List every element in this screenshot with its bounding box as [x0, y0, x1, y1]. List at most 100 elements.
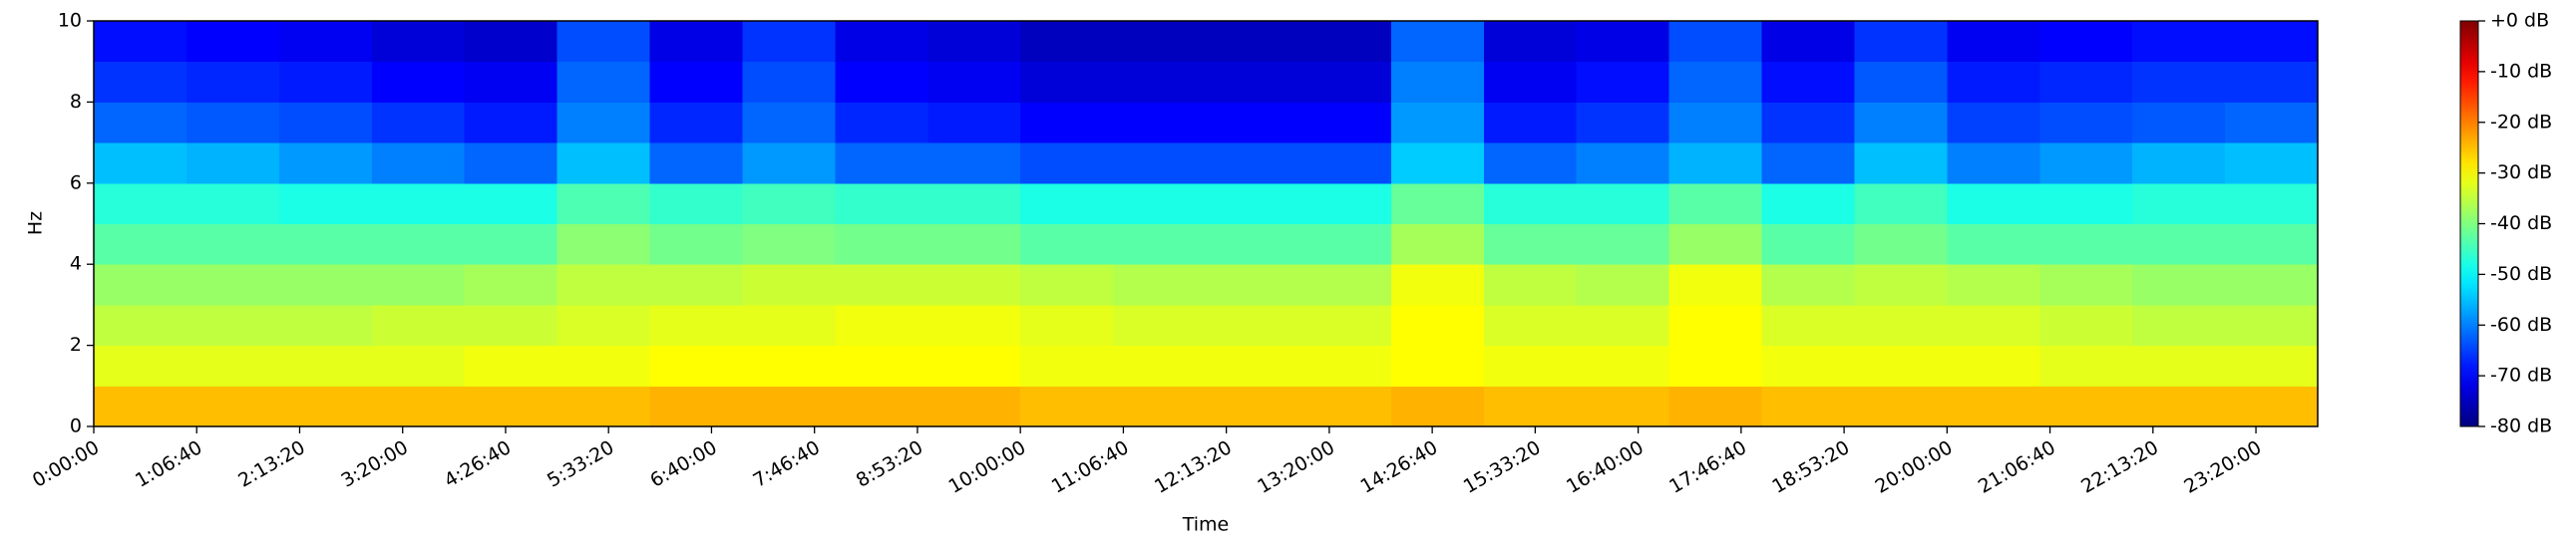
- heatmap-cell: [742, 102, 836, 143]
- x-tick-label: 11:06:40: [1048, 436, 1133, 498]
- y-tick-label: 4: [70, 253, 82, 275]
- y-tick-label: 2: [70, 334, 82, 356]
- heatmap-cell: [1206, 61, 1299, 103]
- heatmap-cell: [1947, 102, 2040, 143]
- x-tick-label: 17:46:40: [1665, 436, 1750, 498]
- heatmap-cell: [1113, 386, 1207, 427]
- heatmap-cell: [742, 223, 836, 265]
- heatmap-cell: [371, 223, 466, 265]
- heatmap-cell: [1761, 223, 1855, 265]
- heatmap-cell: [649, 223, 743, 265]
- heatmap-cell: [556, 304, 650, 347]
- heatmap-cell: [1390, 345, 1485, 387]
- heatmap-cell: [742, 61, 836, 103]
- heatmap-cell: [464, 182, 558, 224]
- heatmap-cell: [2039, 182, 2133, 224]
- heatmap-cell: [2225, 223, 2319, 265]
- heatmap-cell: [835, 386, 928, 427]
- heatmap-cell: [649, 21, 743, 63]
- heatmap-cell: [1668, 102, 1762, 143]
- heatmap-cell: [2039, 61, 2133, 103]
- heatmap-cell: [2039, 264, 2133, 306]
- heatmap-cell: [1854, 61, 1948, 103]
- heatmap-cell: [464, 345, 558, 387]
- heatmap-cell: [1206, 304, 1299, 347]
- heatmap-cell: [2132, 102, 2226, 143]
- heatmap-cell: [1854, 386, 1948, 427]
- heatmap-cell: [1947, 21, 2040, 63]
- heatmap-cell: [1113, 304, 1207, 347]
- heatmap-cell: [1020, 61, 1114, 103]
- x-tick-label: 14:26:40: [1356, 436, 1441, 498]
- heatmap-cell: [1020, 304, 1114, 347]
- heatmap-cell: [1113, 21, 1207, 63]
- heatmap-cell: [464, 142, 558, 184]
- heatmap-cell: [1206, 142, 1299, 184]
- heatmap-cell: [1113, 182, 1207, 224]
- heatmap-cell: [1483, 102, 1578, 143]
- heatmap-cell: [2039, 21, 2133, 63]
- heatmap-cell: [371, 386, 466, 427]
- heatmap-cell: [1761, 182, 1855, 224]
- heatmap-cell: [1576, 182, 1670, 224]
- colorbar-tick-label: -10 dB: [2490, 60, 2552, 82]
- heatmap-cell: [1668, 182, 1762, 224]
- heatmap-cell: [1020, 182, 1114, 224]
- heatmap-cell: [835, 264, 928, 306]
- x-tick-label: 16:40:00: [1563, 436, 1648, 498]
- colorbar-tick-label: -30 dB: [2490, 161, 2552, 183]
- x-tick-label: 4:26:40: [441, 436, 515, 492]
- heatmap-cell: [649, 142, 743, 184]
- heatmap-cell: [278, 264, 373, 306]
- heatmap-cell: [1020, 345, 1114, 387]
- heatmap-cell: [278, 182, 373, 224]
- heatmap-cell: [185, 223, 280, 265]
- heatmap-cell: [94, 386, 187, 427]
- heatmap-cell: [835, 304, 928, 347]
- heatmap-cell: [742, 386, 836, 427]
- heatmap-cell: [464, 386, 558, 427]
- heatmap-cell: [1297, 182, 1392, 224]
- heatmap-cell: [649, 304, 743, 347]
- heatmap-cell: [1390, 223, 1485, 265]
- heatmap-cell: [464, 102, 558, 143]
- heatmap-cell: [2039, 223, 2133, 265]
- x-tick-label: 0:00:00: [29, 436, 103, 492]
- heatmap-cell: [1576, 142, 1670, 184]
- heatmap-cell: [1206, 102, 1299, 143]
- heatmap-cell: [1297, 223, 1392, 265]
- heatmap-cell: [1854, 142, 1948, 184]
- colorbar-tick-label: -20 dB: [2490, 111, 2552, 133]
- heatmap-cell: [927, 304, 1021, 347]
- heatmap-cell: [1854, 345, 1948, 387]
- heatmap-cell: [1761, 386, 1855, 427]
- heatmap-cell: [649, 102, 743, 143]
- heatmap-cell: [927, 102, 1021, 143]
- heatmap-cell: [1761, 102, 1855, 143]
- heatmap-cell: [2132, 386, 2226, 427]
- x-tick-label: 15:33:20: [1460, 436, 1545, 498]
- x-tick-label: 23:20:00: [2180, 436, 2265, 498]
- heatmap-cell: [1576, 386, 1670, 427]
- heatmap-cell: [1297, 61, 1392, 103]
- heatmap-cell: [1947, 182, 2040, 224]
- heatmap-cell: [1206, 182, 1299, 224]
- heatmap-cell: [835, 142, 928, 184]
- heatmap-cell: [1483, 21, 1578, 63]
- heatmap-cell: [278, 223, 373, 265]
- heatmap-cell: [1297, 386, 1392, 427]
- heatmap-cell: [1390, 21, 1485, 63]
- heatmap-cell: [2225, 304, 2319, 347]
- heatmap-cell: [1947, 61, 2040, 103]
- heatmap-cell: [2225, 21, 2319, 63]
- heatmap-cell: [2225, 182, 2319, 224]
- heatmap-cell: [2039, 304, 2133, 347]
- heatmap-cell: [1206, 223, 1299, 265]
- heatmap-cell: [1297, 142, 1392, 184]
- heatmap-cell: [464, 264, 558, 306]
- heatmap-cell: [185, 21, 280, 63]
- heatmap-cell: [371, 61, 466, 103]
- heatmap-cell: [278, 21, 373, 63]
